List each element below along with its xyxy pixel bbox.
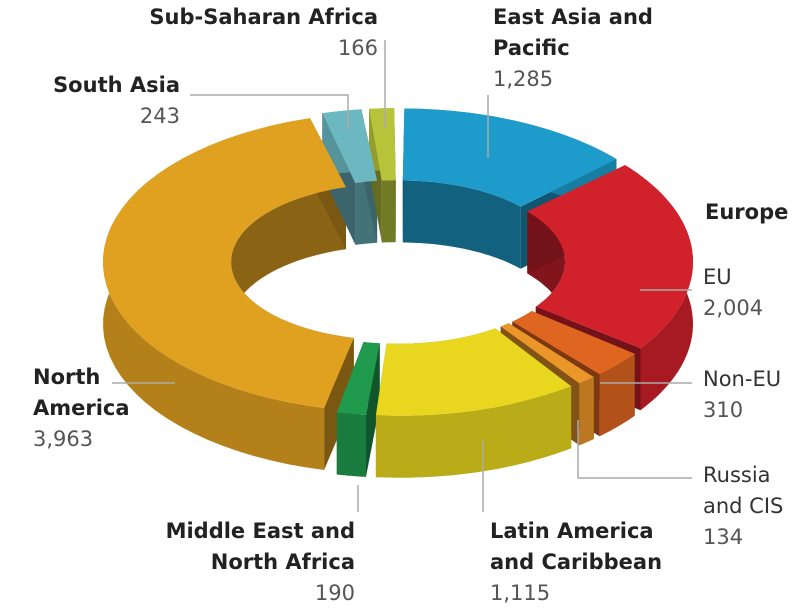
slice-label: Russia and CIS 134 <box>703 460 800 553</box>
category-label: Middle East and North Africa <box>165 519 355 574</box>
slice-label: EU 2,004 <box>703 262 793 324</box>
value-label: 3,963 <box>33 427 94 451</box>
category-label: Latin America and Caribbean <box>490 519 663 574</box>
slice-outer-side <box>336 412 366 477</box>
value-label: 190 <box>314 581 355 605</box>
slice <box>402 108 617 207</box>
category-label: Russia and CIS <box>703 463 784 518</box>
slice-label: Latin America and Caribbean 1,115 <box>490 516 705 609</box>
value-label: 310 <box>703 398 744 422</box>
leader-line <box>190 94 349 130</box>
slice-end <box>366 343 380 477</box>
slice <box>369 108 396 181</box>
value-label: 2,004 <box>703 296 764 320</box>
slice-end <box>324 338 354 470</box>
slice <box>500 323 594 384</box>
slice <box>512 311 635 375</box>
slice-label: South Asia 243 <box>20 70 180 132</box>
value-label: 1,115 <box>490 581 551 605</box>
category-label: Sub-Saharan Africa <box>149 5 378 29</box>
value-label: 1,285 <box>493 67 554 91</box>
slice-outer-side <box>599 353 635 437</box>
slice <box>103 118 354 408</box>
slice-label: Sub-Saharan Africa 166 <box>60 2 378 64</box>
value-label: 243 <box>139 104 180 128</box>
slice-inner-side <box>402 180 521 269</box>
slice-outer-side <box>375 386 572 478</box>
slice <box>336 342 380 415</box>
slice-outer-side <box>579 377 594 446</box>
donut-tops <box>103 108 693 416</box>
slice <box>322 109 378 183</box>
slice-label: East Asia and Pacific 1,285 <box>493 2 663 95</box>
value-label: 134 <box>703 525 744 549</box>
category-label: South Asia <box>53 73 180 97</box>
slice-inner-side <box>381 180 396 243</box>
slice <box>375 328 572 416</box>
slice <box>527 165 693 349</box>
slice-label: Non-EU 310 <box>703 364 793 426</box>
category-label: North America <box>33 365 130 420</box>
category-label: EU <box>703 265 732 289</box>
category-label: Non-EU <box>703 367 782 391</box>
group-label: Europe <box>705 200 789 224</box>
leader-lines <box>112 40 692 512</box>
category-label: East Asia and Pacific <box>493 5 653 60</box>
slice-label: Middle East and North Africa 190 <box>115 516 355 609</box>
leader-line <box>577 420 692 479</box>
slice-label: North America 3,963 <box>33 362 143 455</box>
value-label: 166 <box>337 36 378 60</box>
